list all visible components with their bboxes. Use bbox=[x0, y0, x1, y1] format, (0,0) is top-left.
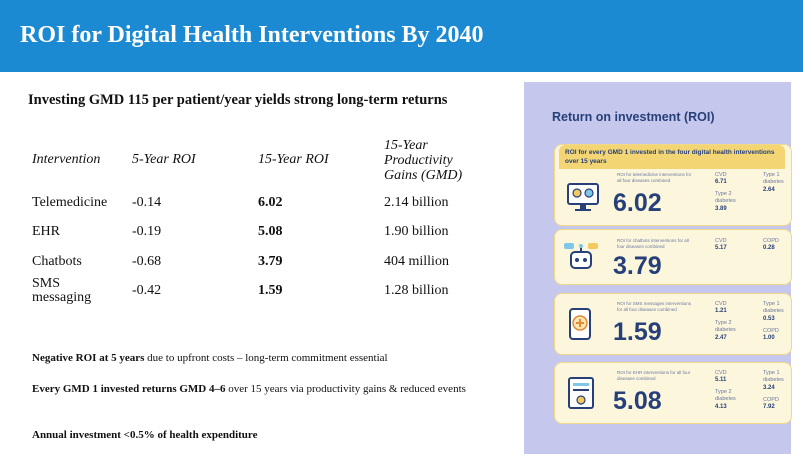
cell-productivity-gains: 2.14 billion bbox=[384, 194, 449, 210]
note: Every GMD 1 invested returns GMD 4–6 ove… bbox=[32, 381, 472, 397]
roi-infographic: Return on investment (ROI) ROI for every… bbox=[524, 82, 792, 454]
stat-label: Type 2 diabetes bbox=[715, 191, 736, 204]
stat-value: 5.17 bbox=[715, 245, 727, 251]
note-bold: Annual investment <0.5% of health expend… bbox=[32, 429, 258, 441]
chatbot-icon bbox=[563, 240, 599, 276]
title-bar: ROI for Digital Health Interventions By … bbox=[0, 0, 803, 72]
stat-label: Type 1 diabetes bbox=[763, 370, 784, 383]
header-productivity-line: Gains (GMD) bbox=[384, 167, 463, 183]
cell-intervention-line: SMS bbox=[32, 276, 61, 292]
card-header: ROI for every GMD 1 invested in the four… bbox=[559, 145, 785, 169]
header-intervention: Intervention bbox=[32, 152, 101, 167]
subtitle: Investing GMD 115 per patient/year yield… bbox=[28, 92, 448, 108]
stat-label: Type 1 diabetes bbox=[763, 301, 784, 314]
table-row: SMS messaging -0.42 1.59 1.28 billion bbox=[28, 277, 494, 307]
cell-roi-15yr: 6.02 bbox=[258, 194, 283, 210]
cell-intervention-line: messaging bbox=[32, 290, 92, 306]
stat-value: 4.13 bbox=[715, 404, 727, 410]
cell-intervention: SMS messaging bbox=[28, 277, 132, 307]
header-roi-15yr: 15-Year ROI bbox=[258, 152, 329, 167]
stat-value: 2.64 bbox=[763, 187, 775, 193]
cell-roi-15yr: 3.79 bbox=[258, 253, 283, 269]
cell-intervention: Chatbots bbox=[32, 253, 82, 269]
table-row: Chatbots -0.68 3.79 404 million bbox=[28, 247, 494, 277]
sms-icon bbox=[563, 306, 599, 342]
cell-roi-15yr: 5.08 bbox=[258, 224, 283, 240]
roi-card-chatbots: ROI for chatbots interventions for all f… bbox=[554, 229, 792, 285]
stat-value: 2.47 bbox=[715, 335, 727, 341]
card-description: ROI for SMS messages interventions for a… bbox=[617, 301, 692, 312]
note-text: over 15 years via productivity gains & r… bbox=[225, 383, 466, 395]
table-header-row: Intervention 5-Year ROI 15-Year ROI 15-Y… bbox=[28, 132, 494, 188]
stat-label: Type 2 diabetes bbox=[715, 320, 736, 333]
card-description: ROI for EHR interventions for all four d… bbox=[617, 370, 691, 381]
cell-roi-5yr: -0.19 bbox=[132, 224, 162, 240]
stat-label: Type 1 diabetes bbox=[763, 172, 784, 185]
roi-value: 6.02 bbox=[613, 189, 662, 217]
stat-value: 6.71 bbox=[715, 179, 727, 185]
stat-value: 0.53 bbox=[763, 316, 775, 322]
roi-value: 1.59 bbox=[613, 318, 662, 346]
stat-label: COPD bbox=[763, 397, 779, 403]
roi-card-sms: ROI for SMS messages interventions for a… bbox=[554, 293, 792, 355]
note: Negative ROI at 5 years due to upfront c… bbox=[32, 350, 472, 366]
page-title: ROI for Digital Health Interventions By … bbox=[20, 22, 484, 48]
roi-value: 5.08 bbox=[613, 387, 662, 415]
stat-value: 3.24 bbox=[763, 385, 775, 391]
telemedicine-icon bbox=[565, 179, 601, 215]
note-bold: Negative ROI at 5 years bbox=[32, 352, 145, 364]
stat-label: CVD bbox=[715, 370, 727, 376]
ehr-icon bbox=[563, 375, 599, 411]
roi-value: 3.79 bbox=[613, 252, 662, 280]
stat-value: 1.21 bbox=[715, 308, 727, 314]
cell-productivity-gains: 404 million bbox=[384, 253, 449, 269]
cell-roi-5yr: -0.42 bbox=[132, 283, 162, 299]
stat-value: 0.28 bbox=[763, 245, 775, 251]
roi-card-telemedicine: ROI for every GMD 1 invested in the four… bbox=[554, 144, 792, 226]
stat-value: 1.00 bbox=[763, 335, 775, 341]
stat-label: Type 2 diabetes bbox=[715, 389, 736, 402]
infographic-title: Return on investment (ROI) bbox=[552, 110, 715, 124]
note: Annual investment <0.5% of health expend… bbox=[32, 427, 472, 443]
stat-label: CVD bbox=[715, 238, 727, 244]
stat-label: COPD bbox=[763, 328, 779, 334]
cell-intervention: EHR bbox=[32, 224, 60, 240]
header-roi-5yr: 5-Year ROI bbox=[132, 152, 196, 167]
stat-value: 7.92 bbox=[763, 404, 775, 410]
cell-productivity-gains: 1.90 billion bbox=[384, 224, 449, 240]
header-productivity-line: Productivity bbox=[384, 152, 453, 168]
stat-label: CVD bbox=[715, 301, 727, 307]
card-description: ROI for telemedicine interventions for a… bbox=[617, 172, 692, 183]
stat-label: CVD bbox=[715, 172, 727, 178]
table-row: EHR -0.19 5.08 1.90 billion bbox=[28, 218, 494, 248]
stat-value: 5.11 bbox=[715, 377, 727, 383]
cell-roi-15yr: 1.59 bbox=[258, 283, 283, 299]
stat-label: COPD bbox=[763, 238, 779, 244]
cell-intervention: Telemedicine bbox=[32, 194, 108, 210]
cell-productivity-gains: 1.28 billion bbox=[384, 283, 449, 299]
roi-card-ehr: ROI for EHR interventions for all four d… bbox=[554, 362, 792, 424]
card-description: ROI for chatbots interventions for all f… bbox=[617, 238, 689, 249]
stat-value: 3.89 bbox=[715, 206, 727, 212]
header-productivity-gains: 15-Year Productivity Gains (GMD) bbox=[384, 132, 494, 188]
note-text: due to upfront costs – long-term commitm… bbox=[144, 352, 388, 364]
note-bold: Every GMD 1 invested returns GMD 4–6 bbox=[32, 383, 226, 395]
cell-roi-5yr: -0.14 bbox=[132, 194, 162, 210]
header-productivity-line: 15-Year bbox=[384, 137, 428, 153]
cell-roi-5yr: -0.68 bbox=[132, 253, 162, 269]
roi-table: Intervention 5-Year ROI 15-Year ROI 15-Y… bbox=[28, 132, 494, 306]
table-row: Telemedicine -0.14 6.02 2.14 billion bbox=[28, 188, 494, 218]
